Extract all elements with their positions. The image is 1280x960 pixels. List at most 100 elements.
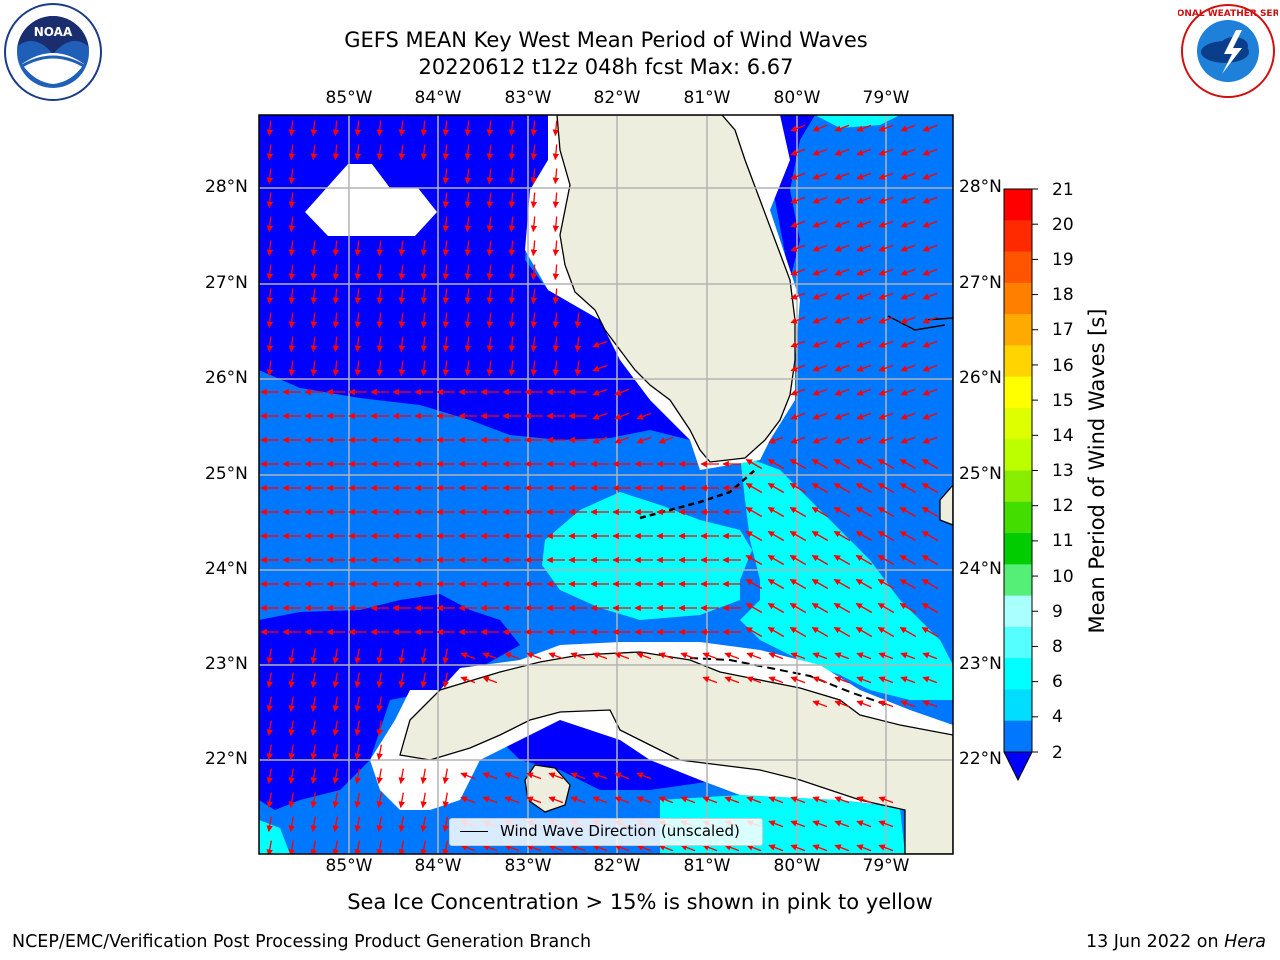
colorbar-tick: 2 [1052, 743, 1063, 763]
wave-direction-arrow [811, 602, 829, 614]
wave-direction-arrow [464, 264, 472, 281]
wave-direction-arrow [746, 796, 762, 804]
wave-direction-arrow [767, 602, 785, 614]
wave-direction-arrow [921, 482, 939, 494]
wave-direction-arrow [486, 216, 494, 233]
wave-direction-arrow [482, 796, 498, 804]
wave-direction-arrow [921, 458, 939, 470]
wave-direction-arrow [812, 820, 828, 828]
wave-direction-arrow [921, 530, 939, 542]
colorbar-tick: 12 [1052, 496, 1074, 516]
wave-direction-arrow [745, 458, 763, 470]
wave-direction-arrow [856, 652, 872, 660]
colorbar-segment [1004, 564, 1032, 597]
wave-direction-arrow [834, 340, 850, 348]
wave-direction-arrow [288, 144, 296, 161]
wave-direction-arrow [464, 216, 472, 233]
lat-label-left-28n: 28°N [205, 177, 248, 197]
wave-direction-arrow [812, 124, 828, 132]
wave-direction-arrow [789, 554, 807, 566]
wave-direction-arrow [790, 412, 806, 420]
wave-direction-arrow [574, 360, 582, 377]
wave-direction-arrow [442, 264, 450, 281]
wave-direction-arrow [899, 458, 917, 470]
wave-direction-arrow [420, 792, 427, 809]
wave-direction-arrow [354, 816, 361, 833]
wave-direction-arrow [464, 312, 472, 329]
wave-direction-arrow [834, 196, 850, 204]
wave-direction-arrow [877, 506, 895, 518]
wave-direction-arrow [288, 672, 295, 689]
colorbar-extend-triangle [1003, 751, 1033, 782]
wave-direction-arrow [486, 240, 494, 257]
wave-direction-arrow [922, 652, 938, 660]
chart-subtitle: 20220612 t12z 048h fcst Max: 6.67 [418, 55, 794, 79]
wave-direction-arrow [790, 652, 806, 660]
wave-direction-arrow [789, 626, 807, 638]
wave-direction-arrow [332, 696, 339, 713]
lat-label-left-27n: 27°N [205, 273, 248, 293]
wave-direction-arrow [420, 312, 428, 329]
wave-direction-arrow [900, 172, 916, 180]
low-period-region-south [500, 720, 720, 790]
wave-direction-arrow [922, 196, 938, 204]
lat-label-left-24n: 24°N [205, 559, 248, 579]
wave-direction-arrow [288, 360, 296, 377]
wave-direction-arrow [552, 336, 560, 353]
wave-direction-arrow [922, 220, 938, 228]
wave-direction-arrow [570, 652, 586, 660]
wave-direction-arrow [855, 482, 873, 494]
wave-direction-arrow [702, 652, 718, 660]
wave-direction-arrow [504, 652, 520, 660]
lon-label-top-83w: 83°W [504, 88, 552, 108]
wave-direction-arrow [460, 796, 476, 804]
wave-direction-arrow [789, 458, 807, 470]
wave-direction-arrow [812, 676, 828, 684]
wave-direction-arrow [878, 652, 894, 660]
wave-direction-arrow [812, 148, 828, 156]
wave-direction-arrow [767, 554, 785, 566]
wave-direction-arrow [790, 268, 806, 276]
wave-direction-arrow [921, 578, 939, 590]
wave-direction-arrow [833, 458, 851, 470]
wave-direction-arrow [482, 652, 498, 660]
wave-direction-arrow [877, 482, 895, 494]
wave-direction-arrow [332, 744, 339, 761]
wave-direction-arrow [376, 288, 384, 305]
low-period-region-southwest [259, 594, 520, 810]
colorbar-segment [1004, 533, 1032, 565]
wave-direction-arrow [922, 244, 938, 252]
wave-direction-arrow [855, 530, 873, 542]
wave-direction-arrow [460, 844, 476, 852]
wave-direction-arrow [288, 768, 295, 785]
wave-direction-arrow [526, 796, 542, 804]
wave-direction-arrow [856, 316, 872, 324]
wave-direction-arrow [812, 652, 828, 660]
wave-direction-arrow [288, 312, 296, 329]
wave-direction-arrow [266, 816, 273, 833]
wave-direction-arrow [899, 506, 917, 518]
wave-direction-arrow [376, 720, 383, 737]
wave-direction-arrow [767, 458, 785, 470]
wave-direction-arrow [508, 240, 516, 257]
wave-direction-arrow [811, 626, 829, 638]
wave-direction-arrow [332, 288, 340, 305]
wave-direction-arrow [288, 696, 295, 713]
wave-direction-arrow [834, 172, 850, 180]
wave-direction-arrow [442, 360, 450, 377]
wave-direction-arrow [530, 312, 538, 329]
wave-direction-arrow [921, 554, 939, 566]
wave-direction-arrow [834, 844, 850, 852]
wave-direction-arrow [922, 340, 938, 348]
wave-direction-arrow [266, 120, 274, 137]
wave-direction-arrow [768, 436, 784, 444]
wave-direction-arrow [900, 268, 916, 276]
wave-direction-arrow [900, 316, 916, 324]
wave-direction-arrow [899, 554, 917, 566]
wave-direction-arrow [508, 168, 516, 185]
colorbar-label: Mean Period of Wind Waves [s] [1085, 308, 1109, 634]
wave-direction-arrow [574, 336, 582, 353]
wave-direction-arrow [508, 288, 516, 305]
wave-direction-arrow [899, 530, 917, 542]
wave-direction-arrow [877, 626, 895, 638]
